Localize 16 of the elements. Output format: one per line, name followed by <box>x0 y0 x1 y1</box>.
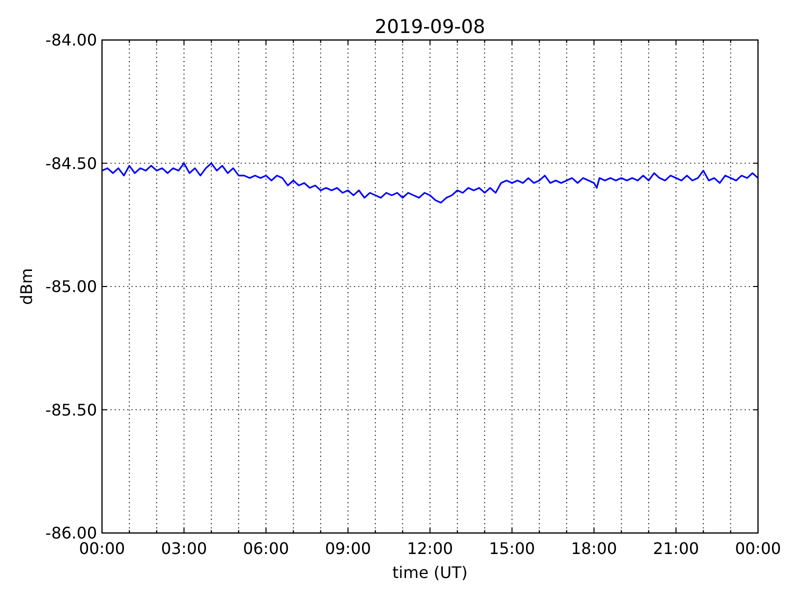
x-tick-label: 09:00 <box>324 539 372 558</box>
y-tick-label: -84.00 <box>45 30 97 50</box>
chart-title: 2019-09-08 <box>374 16 486 38</box>
x-tick-label: 00:00 <box>734 539 782 558</box>
line-series <box>102 162 758 204</box>
x-tick-label: 15:00 <box>488 539 536 558</box>
y-tick-label: -84.50 <box>45 154 97 173</box>
x-tick-label: 12:00 <box>406 539 454 558</box>
x-tick-label: 06:00 <box>242 539 290 558</box>
x-tick-label: 21:00 <box>652 539 700 558</box>
y-tick-label: -85.50 <box>45 400 97 420</box>
y-tick-label: -85.00 <box>45 277 97 296</box>
x-tick-label: 18:00 <box>570 539 618 558</box>
x-tick-label: 03:00 <box>160 539 208 558</box>
y-axis-title: dBm <box>17 268 36 305</box>
x-axis-title: time (UT) <box>392 563 468 582</box>
